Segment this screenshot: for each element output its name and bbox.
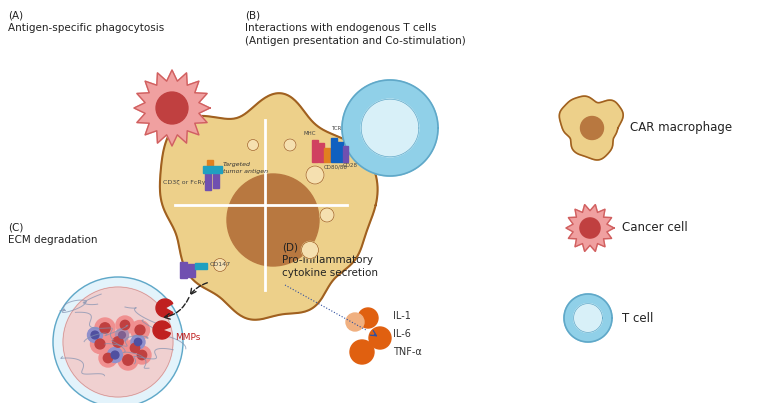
Circle shape: [133, 346, 151, 364]
Circle shape: [574, 303, 602, 332]
Circle shape: [100, 323, 110, 333]
Circle shape: [123, 355, 133, 365]
Polygon shape: [559, 96, 623, 160]
Polygon shape: [134, 70, 210, 146]
Circle shape: [118, 350, 138, 370]
Bar: [195, 263, 207, 268]
Bar: [337, 142, 343, 162]
Circle shape: [350, 340, 374, 364]
Text: IL-1: IL-1: [393, 311, 411, 321]
Circle shape: [53, 277, 183, 403]
Circle shape: [134, 339, 141, 346]
Circle shape: [115, 328, 128, 341]
Wedge shape: [156, 299, 173, 317]
Circle shape: [131, 335, 145, 349]
Circle shape: [135, 325, 145, 335]
Circle shape: [118, 332, 125, 339]
Bar: [180, 262, 187, 278]
Text: CAR macrophage: CAR macrophage: [630, 121, 732, 135]
Circle shape: [104, 353, 113, 363]
Wedge shape: [153, 321, 170, 339]
Text: IL-6: IL-6: [393, 329, 411, 339]
Text: TNF-α: TNF-α: [393, 347, 422, 357]
Bar: [213, 174, 219, 188]
Bar: [343, 146, 348, 162]
Text: T cell: T cell: [622, 312, 654, 324]
Circle shape: [580, 218, 600, 238]
Circle shape: [108, 332, 128, 352]
Text: TCR: TCR: [331, 126, 341, 131]
Circle shape: [91, 331, 99, 339]
Circle shape: [95, 318, 115, 338]
Circle shape: [564, 294, 612, 342]
Bar: [207, 160, 213, 168]
Text: MHC: MHC: [304, 131, 316, 136]
Text: CD147: CD147: [210, 262, 231, 267]
Text: CD28: CD28: [343, 163, 358, 168]
Text: Targeted
tumor antigen: Targeted tumor antigen: [223, 162, 268, 174]
Bar: [324, 148, 329, 162]
Circle shape: [95, 339, 105, 349]
Circle shape: [369, 327, 391, 349]
Circle shape: [346, 313, 364, 331]
Circle shape: [214, 258, 227, 272]
Circle shape: [306, 166, 324, 184]
Bar: [319, 143, 323, 162]
Circle shape: [108, 347, 123, 363]
Circle shape: [302, 241, 319, 258]
Circle shape: [156, 92, 188, 124]
Text: (D)
Pro-inflammatory
cytokine secretion: (D) Pro-inflammatory cytokine secretion: [282, 242, 378, 278]
Circle shape: [131, 320, 150, 339]
Circle shape: [581, 116, 604, 139]
Circle shape: [342, 80, 438, 176]
Circle shape: [99, 349, 117, 367]
Circle shape: [121, 320, 130, 330]
Text: (B)
Interactions with endogenous T cells
(Antigen presentation and Co-stimulatio: (B) Interactions with endogenous T cells…: [245, 10, 465, 46]
Circle shape: [91, 334, 110, 353]
Polygon shape: [566, 205, 614, 251]
Circle shape: [358, 308, 378, 328]
Text: CD3ζ or FcRγ: CD3ζ or FcRγ: [163, 180, 205, 185]
Text: (A)
Antigen-specific phagocytosis: (A) Antigen-specific phagocytosis: [8, 10, 164, 33]
Text: Cancer cell: Cancer cell: [622, 222, 688, 235]
Bar: [188, 264, 194, 277]
Circle shape: [137, 350, 147, 360]
Circle shape: [88, 328, 102, 343]
Circle shape: [320, 208, 334, 222]
Polygon shape: [160, 93, 378, 320]
Circle shape: [63, 287, 173, 397]
Circle shape: [284, 139, 296, 151]
Circle shape: [111, 351, 119, 359]
Circle shape: [227, 174, 319, 266]
Circle shape: [131, 343, 140, 353]
Text: MMPs: MMPs: [175, 333, 200, 342]
Circle shape: [116, 316, 134, 334]
Bar: [205, 172, 210, 190]
Circle shape: [113, 337, 123, 347]
Text: CD80/86: CD80/86: [324, 164, 348, 169]
Bar: [331, 138, 336, 162]
Text: (C)
ECM degradation: (C) ECM degradation: [8, 222, 98, 245]
Circle shape: [126, 339, 144, 357]
Circle shape: [361, 99, 419, 157]
Bar: [312, 140, 317, 162]
Circle shape: [247, 139, 259, 150]
Bar: [203, 166, 222, 172]
